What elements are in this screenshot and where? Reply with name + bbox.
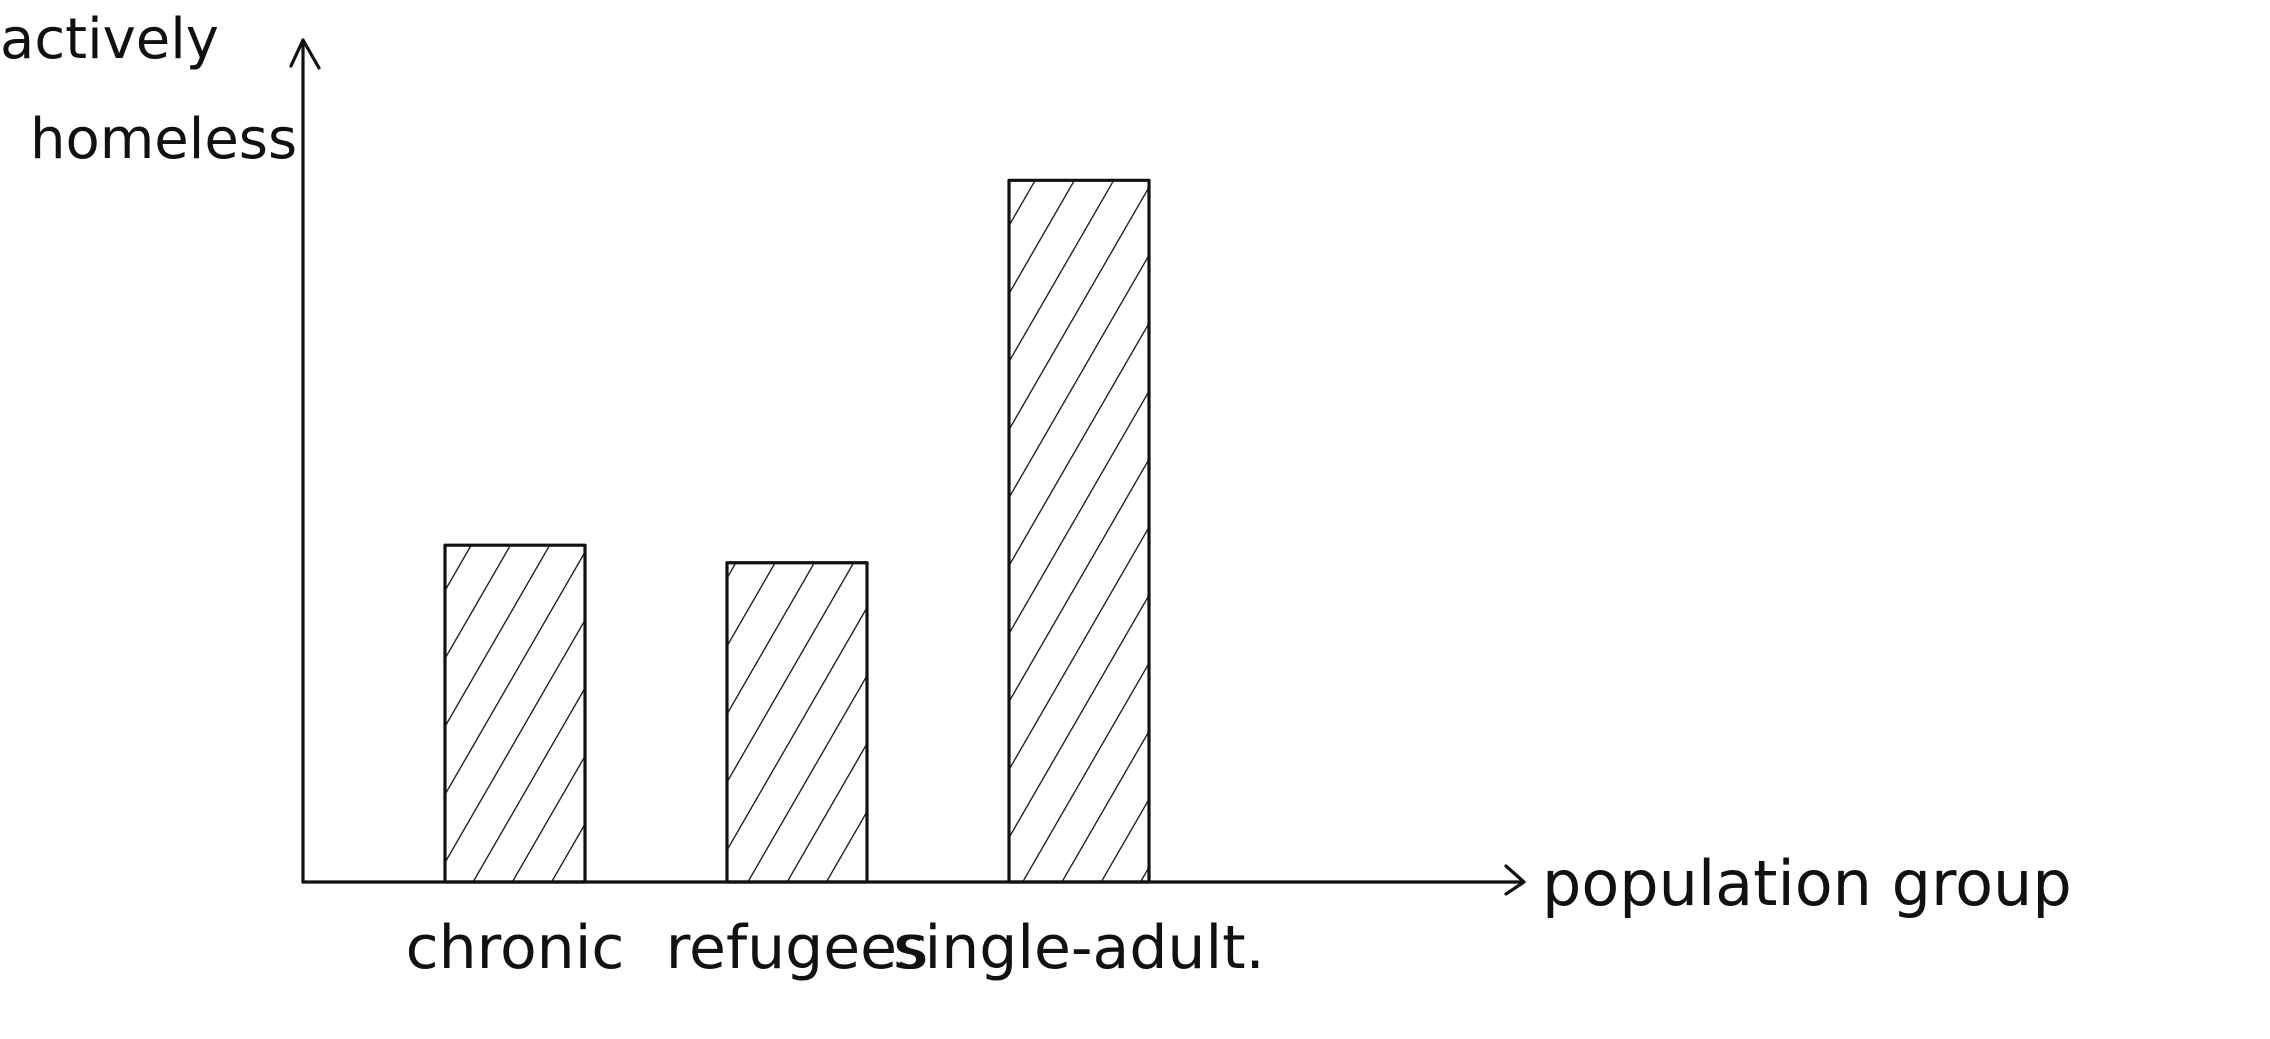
category-label-1: refugees [666,913,929,983]
bar-hatch-1 [727,562,867,882]
category-label-2: single-adult. [893,913,1264,983]
x-axis-label: population group [1542,847,2072,920]
y-axis-arrowhead [289,38,321,70]
bar-hatch-0 [445,545,585,882]
bar-hatch-2 [1009,180,1149,883]
category-label-0: chronic [406,913,625,983]
bars-group [443,178,1151,884]
bar-0 [443,543,587,884]
y-axis-label-line-1: actively [0,7,219,72]
x-axis-arrowhead [1504,864,1526,896]
y-axis-label-line-2: homeless [30,107,297,172]
bar-2 [1007,178,1151,884]
bar-1 [725,561,869,884]
